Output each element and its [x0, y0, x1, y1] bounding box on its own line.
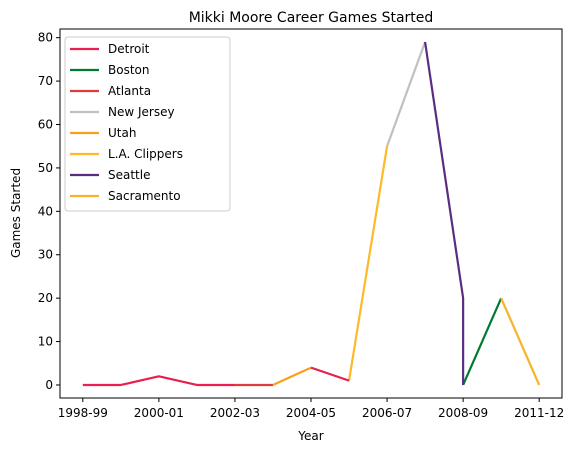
x-tick-label: 2006-07 [362, 406, 412, 420]
y-tick-label: 50 [38, 161, 53, 175]
y-tick-label: 20 [38, 291, 53, 305]
legend: Detroit Boston Atlanta New Jersey Utah L.A. C… [64, 36, 231, 212]
series-line-l-a-clippers [347, 146, 389, 381]
legend-label: L.A. Clippers [108, 147, 183, 161]
y-tick-label: 70 [38, 74, 53, 88]
x-tick-label: 2004-05 [286, 406, 336, 420]
series-line-detroit [310, 366, 350, 382]
y-axis-label: Games Started [9, 168, 23, 258]
x-axis-label: Year [297, 429, 323, 443]
x-tick-label: 2002-03 [210, 406, 260, 420]
legend-label: Seattle [108, 168, 150, 182]
y-tick-label: 60 [38, 118, 53, 132]
y-tick-label: 80 [38, 31, 53, 45]
legend-label: Utah [108, 126, 136, 140]
series-line-seattle [424, 41, 465, 385]
chart-title: Mikki Moore Career Games Started [189, 10, 434, 26]
legend-label: Sacramento [108, 189, 181, 203]
x-tick-label: 2008-09 [438, 406, 488, 420]
legend-label: Detroit [108, 42, 150, 56]
y-tick-label: 0 [45, 378, 53, 392]
legend-label: Boston [108, 63, 149, 77]
x-tick-label: 2000-01 [134, 406, 184, 420]
series-line-detroit [82, 375, 235, 387]
x-tick-label: 2011-12 [514, 406, 564, 420]
series-line-utah [272, 366, 312, 386]
y-tick-label: 10 [38, 335, 53, 349]
y-tick-label: 30 [38, 248, 53, 262]
series-line-sacramento [500, 297, 541, 386]
y-tick-label: 40 [38, 204, 53, 218]
legend-box [64, 36, 231, 212]
series-line-new-jersey [386, 41, 427, 147]
legend-label: Atlanta [108, 84, 151, 98]
x-tick-label: 1998-99 [58, 406, 108, 420]
series-line-boston [462, 297, 503, 386]
legend-label: New Jersey [108, 105, 175, 119]
